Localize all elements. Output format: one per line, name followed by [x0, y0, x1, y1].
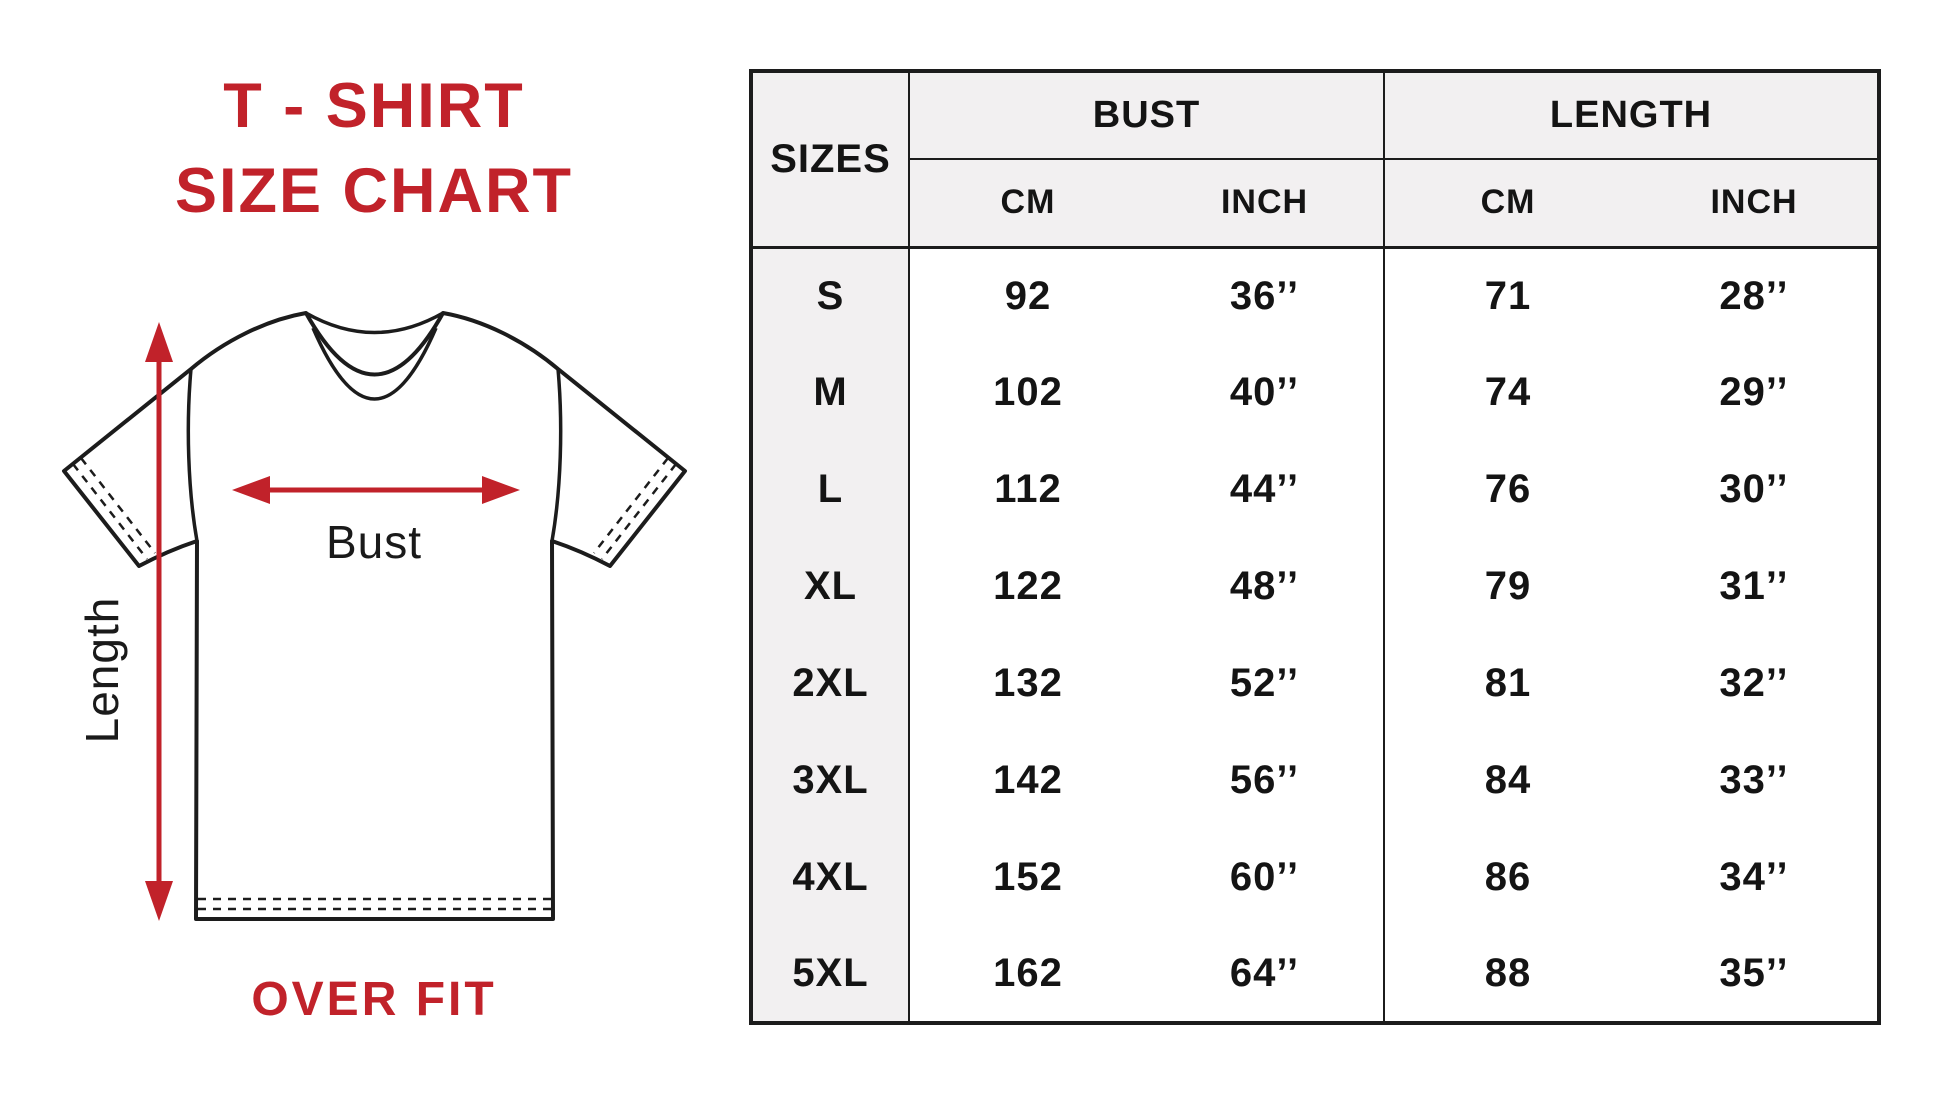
sleeve-stitch-left — [72, 457, 156, 560]
tshirt-outline — [62, 311, 687, 921]
cell-size: 2XL — [751, 635, 910, 732]
armhole-seam-left — [186, 368, 199, 542]
cell-bust-inch: 56’’ — [1146, 732, 1386, 829]
tshirt-diagram: Bust Length — [62, 311, 687, 921]
size-row: XL 122 48’’ 79 31’’ — [751, 538, 1880, 635]
cell-length-inch: 28’’ — [1631, 247, 1880, 344]
header-bust-cm: CM — [909, 159, 1146, 249]
cell-size: M — [751, 344, 910, 441]
cell-length-cm: 76 — [1384, 441, 1632, 538]
cell-bust-inch: 64’’ — [1146, 926, 1386, 1023]
size-row: 4XL 152 60’’ 86 34’’ — [751, 829, 1880, 926]
cell-size: S — [751, 247, 910, 344]
header-sizes: SIZES — [751, 71, 910, 249]
cell-size: 4XL — [751, 829, 910, 926]
cell-bust-inch: 44’’ — [1146, 441, 1386, 538]
size-row: 5XL 162 64’’ 88 35’’ — [751, 926, 1880, 1023]
header-length-cm: CM — [1384, 159, 1632, 249]
header-length-inch: INCH — [1631, 159, 1880, 249]
length-arrow — [145, 322, 173, 921]
cell-bust-cm: 142 — [909, 732, 1146, 829]
cell-length-inch: 31’’ — [1631, 538, 1880, 635]
size-row: 3XL 142 56’’ 84 33’’ — [751, 732, 1880, 829]
cell-length-inch: 32’’ — [1631, 635, 1880, 732]
length-measure-label: Length — [76, 597, 128, 744]
page-title: T - SHIRT SIZE CHART — [0, 64, 748, 234]
cell-bust-cm: 112 — [909, 441, 1146, 538]
cell-bust-cm: 92 — [909, 247, 1146, 344]
size-row: 2XL 132 52’’ 81 32’’ — [751, 635, 1880, 732]
cell-bust-cm: 152 — [909, 829, 1146, 926]
cell-bust-cm: 122 — [909, 538, 1146, 635]
size-row: S 92 36’’ 71 28’’ — [751, 247, 1880, 344]
size-row: L 112 44’’ 76 30’’ — [751, 441, 1880, 538]
sleeve-stitch-right — [593, 457, 677, 560]
cell-bust-inch: 40’’ — [1146, 344, 1386, 441]
armhole-seam-right — [550, 368, 563, 542]
cell-length-cm: 84 — [1384, 732, 1632, 829]
cell-bust-inch: 60’’ — [1146, 829, 1386, 926]
cell-length-cm: 88 — [1384, 926, 1632, 1023]
cell-length-cm: 79 — [1384, 538, 1632, 635]
cell-size: 5XL — [751, 926, 910, 1023]
cell-length-inch: 29’’ — [1631, 344, 1880, 441]
cell-length-inch: 30’’ — [1631, 441, 1880, 538]
header-bust-inch: INCH — [1146, 159, 1386, 249]
cell-length-cm: 81 — [1384, 635, 1632, 732]
page-title-line2: SIZE CHART — [175, 156, 573, 226]
cell-bust-inch: 36’’ — [1146, 247, 1386, 344]
cell-size: XL — [751, 538, 910, 635]
cell-bust-cm: 102 — [909, 344, 1146, 441]
cell-bust-inch: 48’’ — [1146, 538, 1386, 635]
cell-bust-cm: 162 — [909, 926, 1146, 1023]
cell-length-inch: 35’’ — [1631, 926, 1880, 1023]
cell-length-inch: 33’’ — [1631, 732, 1880, 829]
bust-measure-label: Bust — [326, 516, 422, 568]
collar-band-line — [311, 327, 438, 401]
size-table: SIZES BUST LENGTH CM INCH CM INCH S 92 3… — [749, 69, 1882, 1025]
cell-length-cm: 86 — [1384, 829, 1632, 926]
cell-bust-cm: 132 — [909, 635, 1146, 732]
header-length: LENGTH — [1384, 71, 1880, 160]
cell-length-inch: 34’’ — [1631, 829, 1880, 926]
cell-size: L — [751, 441, 910, 538]
collar-back-line — [305, 311, 444, 335]
fit-type-label: OVER FIT — [251, 973, 497, 1026]
cell-length-cm: 74 — [1384, 344, 1632, 441]
cell-bust-inch: 52’’ — [1146, 635, 1386, 732]
header-bust: BUST — [909, 71, 1386, 160]
size-row: M 102 40’’ 74 29’’ — [751, 344, 1880, 441]
page-title-line1: T - SHIRT — [223, 71, 525, 141]
cell-length-cm: 71 — [1384, 247, 1632, 344]
cell-size: 3XL — [751, 732, 910, 829]
bust-arrow — [232, 476, 520, 504]
